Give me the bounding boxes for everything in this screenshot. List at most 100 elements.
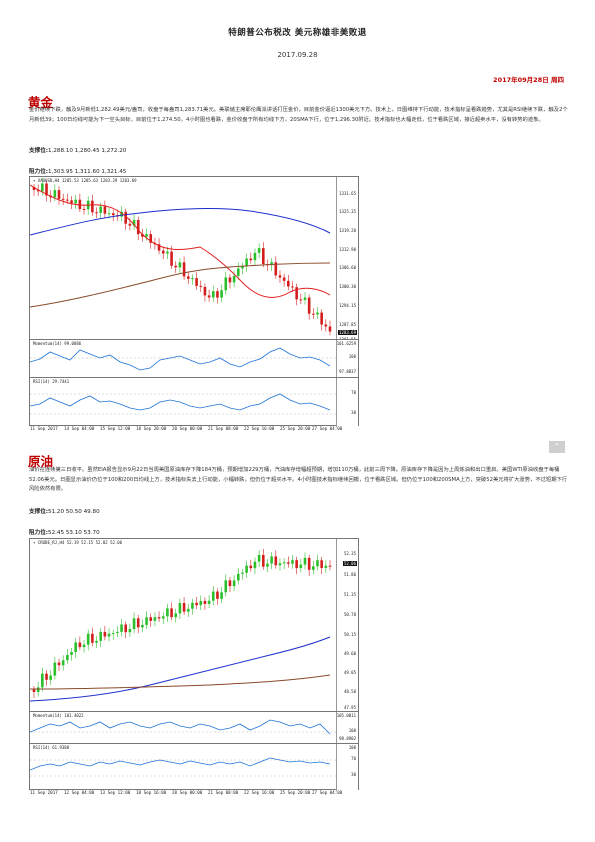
candle-body	[174, 613, 178, 618]
candle-body	[295, 287, 298, 300]
oil-rsi-tick: 70	[351, 756, 356, 761]
candle-body	[245, 258, 248, 267]
gold-price-axis: 1331.65 1325.35 1319.20 1312.90 1306.60 …	[336, 177, 358, 342]
candle-body	[320, 560, 323, 568]
candle-body	[328, 565, 332, 567]
candle-body	[103, 206, 107, 214]
candle-body	[111, 213, 115, 216]
oil-support: 支撑位:51.20 50.50 49.80	[29, 507, 100, 515]
oil-rsi-plot	[30, 757, 338, 777]
candle-body	[274, 262, 278, 276]
oil-xtick: 27 Sep 04:00	[312, 790, 343, 795]
candle-body	[178, 262, 182, 268]
oil-price-panel: ▾ CRUDE_RJ,H4 52.19 52.15 52.02 52.06 52…	[30, 539, 358, 711]
report-date: 2017.09.28	[277, 51, 318, 59]
candle-body	[149, 617, 153, 621]
candle-body	[161, 616, 165, 619]
oil-support-label: 支撑位:	[29, 509, 49, 515]
oil-sma-blue-line	[30, 636, 331, 702]
candle-body	[203, 286, 207, 296]
oil-momentum-tick: 100	[348, 728, 356, 733]
candle-body	[103, 631, 107, 637]
gold-xtick: 18 Sep 20:00	[136, 426, 167, 431]
candle-body	[136, 219, 140, 235]
candle-body	[145, 234, 148, 237]
gold-ytick: 1300.30	[339, 284, 356, 289]
candle-body	[295, 560, 298, 569]
candle-body	[270, 262, 273, 266]
gold-support-label: 支撑位:	[29, 148, 49, 154]
gold-ytick: 1312.90	[339, 247, 356, 252]
gold-ytick: 1287.85	[339, 322, 356, 327]
oil-ytick: 49.05	[343, 670, 356, 675]
candle-body	[53, 190, 57, 198]
gold-xtick: 22 Sep 16:00	[244, 426, 275, 431]
candle-body	[211, 291, 215, 298]
gold-xtick: 20 Sep 00:00	[172, 426, 203, 431]
candle-body	[312, 313, 315, 315]
candle-body	[324, 565, 328, 568]
gold-momentum-axis: 101.6259 100 97.8837	[336, 340, 358, 377]
candle-body	[278, 275, 282, 278]
candle-body	[66, 199, 69, 201]
gold-resistance: 阻力位:1,303.95 1,311.60 1,321.45	[29, 167, 126, 175]
gold-rsi-tick: 30	[351, 410, 356, 415]
candle-body	[270, 556, 273, 564]
oil-momentum-axis: 105.0011 100 98.8902	[336, 712, 358, 743]
candle-body	[166, 608, 169, 617]
gold-momentum-line	[30, 347, 331, 371]
candle-body	[211, 591, 215, 601]
candle-body	[241, 266, 244, 269]
gold-rsi-panel: RSI(14) 29.7441 70 30	[30, 377, 358, 427]
candle-body	[274, 556, 278, 566]
oil-price-plot	[30, 548, 332, 702]
oil-momentum-panel: Momentum(14) 101.4022 105.0011 100 98.89…	[30, 711, 358, 743]
candle-body	[32, 689, 36, 692]
candle-body	[107, 633, 111, 637]
candle-body	[132, 618, 136, 630]
gold-sma-brown-line	[30, 262, 331, 308]
candle-body	[236, 268, 240, 276]
scroll-top-button[interactable]: ⌃	[549, 441, 565, 453]
candle-body	[170, 608, 173, 618]
candle-body	[191, 278, 194, 280]
candle-body	[157, 244, 161, 251]
candle-body	[278, 563, 282, 566]
gold-sma-blue-line	[30, 208, 331, 236]
candle-body	[86, 633, 90, 645]
gold-momentum-panel: Momentum(14) 99.0886 101.6259 100 97.883…	[30, 339, 358, 377]
candle-body	[199, 285, 203, 287]
candle-body	[157, 617, 161, 619]
gold-support: 支撑位:1,288.10 1,280.45 1,272.20	[29, 146, 126, 154]
gold-support-values: 1,288.10 1,280.45 1,272.20	[48, 148, 127, 154]
gold-sma-red-line	[30, 184, 331, 298]
candle-body	[299, 564, 303, 569]
candle-body	[307, 557, 311, 570]
candle-body	[120, 211, 123, 217]
candle-body	[124, 211, 128, 224]
gold-price-plot	[30, 177, 332, 336]
oil-heading: 原油	[28, 454, 54, 469]
candle-body	[287, 280, 290, 287]
candle-body	[266, 563, 269, 567]
gold-price-panel: ▾ XAUUSD,H4 1285.53 1285.63 1283.29 1283…	[30, 177, 358, 342]
oil-resistance-values: 52.45 53.10 53.70	[48, 530, 100, 536]
oil-ytick: 47.95	[343, 705, 356, 710]
candle-body	[216, 591, 219, 599]
gold-price-tag: 1283.69	[338, 330, 357, 335]
candle-body	[220, 290, 223, 298]
oil-xtick: 18 Sep 16:00	[136, 790, 167, 795]
candle-body	[291, 560, 294, 564]
candle-body	[291, 286, 294, 288]
candle-body	[57, 190, 61, 199]
gold-rsi-line	[30, 393, 331, 411]
candle-body	[312, 566, 315, 570]
report-dateline: 2017年09月28日 周四	[493, 76, 564, 84]
candle-body	[299, 299, 303, 301]
oil-momentum-tick: 105.0011	[336, 713, 356, 718]
gold-ytick: 1325.35	[339, 209, 356, 214]
candle-body	[307, 297, 311, 314]
candle-body	[207, 600, 211, 604]
gold-resistance-label: 阻力位:	[29, 169, 49, 175]
candle-body	[120, 624, 123, 632]
